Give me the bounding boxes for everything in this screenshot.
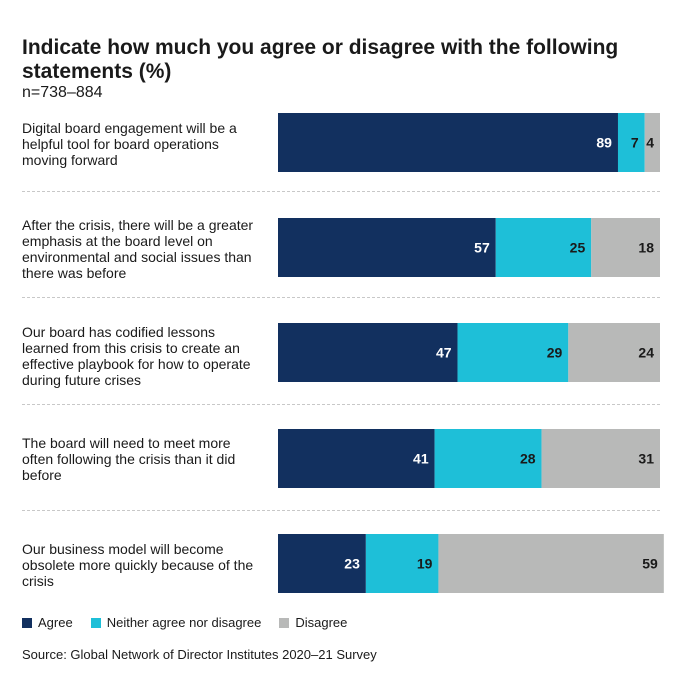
bar-segment-disagree — [644, 113, 660, 172]
legend-item-disagree: Disagree — [279, 615, 347, 630]
bar-segment-neither — [365, 534, 439, 593]
legend-swatch — [90, 617, 101, 628]
data-label: 25 — [570, 240, 586, 256]
chart-subtitle: n=738–884 — [22, 84, 103, 101]
bar-segment-disagree — [438, 534, 664, 593]
bar-segment-neither — [495, 218, 592, 277]
bar-segment-neither — [434, 429, 542, 488]
legend: Agree Neither agree nor disagree Disagre… — [22, 615, 347, 630]
category-label: Our board has codified lessons learned f… — [22, 324, 251, 388]
data-label: 31 — [638, 451, 654, 467]
bar-segment-agree — [278, 323, 458, 382]
row-divider — [22, 510, 660, 511]
row-divider — [22, 191, 660, 192]
bar-segment-disagree — [541, 429, 660, 488]
legend-label: Neither agree nor disagree — [106, 615, 262, 630]
data-label: 28 — [520, 451, 536, 467]
legend-item-agree: Agree — [22, 615, 73, 630]
data-label: 18 — [638, 240, 654, 256]
data-label: 41 — [413, 451, 429, 467]
category-label: Digital board engagement will be a helpf… — [22, 120, 237, 168]
row-divider — [22, 297, 660, 298]
data-label: 19 — [417, 556, 433, 572]
bar-segment-agree — [278, 218, 496, 277]
data-label: 24 — [638, 345, 654, 361]
legend-label: Agree — [38, 615, 73, 630]
bar-segment-disagree — [568, 323, 660, 382]
category-label: The board will need to meet more often f… — [22, 435, 236, 483]
bar-segment-agree — [278, 534, 366, 593]
legend-item-neither: Neither agree nor disagree — [90, 615, 262, 630]
bar-segment-neither — [617, 113, 645, 172]
bar-segment-disagree — [591, 218, 660, 277]
data-label: 29 — [547, 345, 563, 361]
legend-swatch — [279, 617, 290, 628]
legend-swatch — [22, 617, 32, 628]
data-label: 23 — [344, 556, 360, 572]
category-label: Our business model will become obsolete … — [22, 541, 254, 589]
data-label: 4 — [646, 135, 654, 151]
category-label: After the crisis, there will be a greate… — [22, 217, 254, 281]
bar-segment-agree — [278, 113, 618, 172]
data-label: 59 — [642, 556, 658, 572]
bar-segment-agree — [278, 429, 435, 488]
data-label: 57 — [474, 240, 490, 256]
chart-title: Indicate how much you agree or disagree … — [22, 36, 619, 83]
bar-segment-neither — [457, 323, 569, 382]
legend-label: Disagree — [295, 615, 348, 630]
row-divider — [22, 404, 660, 405]
source-note: Source: Global Network of Director Insti… — [22, 647, 377, 662]
data-label: 7 — [631, 135, 639, 151]
data-label: 89 — [596, 135, 612, 151]
data-label: 47 — [436, 345, 452, 361]
